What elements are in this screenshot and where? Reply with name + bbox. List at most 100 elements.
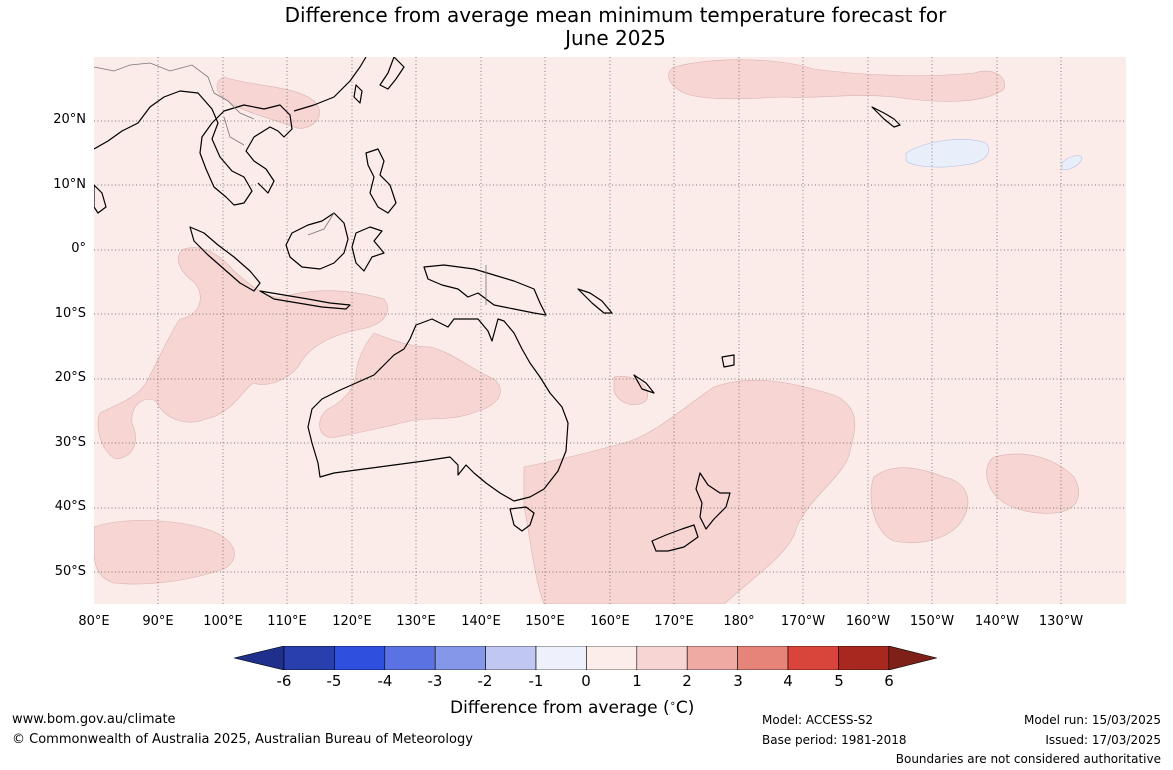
national-borders [94, 62, 487, 305]
footer-base-period: Base period: 1981-2018 [762, 733, 907, 747]
coastline-java [259, 290, 351, 310]
lon-tick-150e: 150°E [525, 614, 565, 629]
coastline-fiji-islands [721, 354, 735, 368]
colorbar-tick-minus4: -4 [377, 672, 393, 690]
lat-tick-30s: 30°S [54, 435, 86, 450]
anomaly-region-south-china-sea [216, 76, 320, 129]
map-title: Difference from average mean minimum tem… [0, 4, 1173, 50]
coastline-mainland-asia [94, 90, 293, 206]
colorbar-label-text: Difference from average ( [450, 698, 670, 718]
colorbar-tick-minus2: -2 [477, 672, 493, 690]
colorbar-cell [787, 646, 839, 670]
coastline-sri-lanka [94, 184, 107, 214]
coastline-sulawesi [351, 226, 385, 272]
map-title-line2: June 2025 [565, 26, 666, 50]
colorbar-tick-5: 5 [834, 672, 844, 690]
coastline-hawaii [871, 106, 901, 128]
colorbar-cells [234, 646, 937, 670]
lon-tick-110e: 110°E [267, 614, 307, 629]
colorbar-label: Difference from average (∘C) [450, 698, 695, 718]
coastline-australia [307, 318, 569, 502]
coastline-solomons [577, 288, 613, 314]
lon-tick-120e: 120°E [332, 614, 372, 629]
colorbar-tick-0: 0 [581, 672, 591, 690]
lon-tick-130e: 130°E [396, 614, 436, 629]
anomaly-region-tasman [523, 379, 856, 604]
lon-tick-140w: 140°W [974, 614, 1020, 629]
colorbar-cell [283, 646, 335, 670]
lon-tick-130w: 130°W [1038, 614, 1084, 629]
colorbar-extend-high [888, 646, 937, 670]
anomaly-below-0-regions [905, 139, 1083, 170]
lon-tick-170e: 170°E [654, 614, 694, 629]
footer-model-run: Model run: 15/03/2025 [1023, 713, 1161, 727]
footer-site: www.bom.gov.au/climate [12, 712, 176, 727]
lon-tick-160w: 160°W [845, 614, 891, 629]
colorbar-label-unit: C) [675, 698, 695, 718]
colorbar [234, 646, 937, 670]
anomaly-region-south-pacific-2 [986, 453, 1079, 514]
lat-tick-10n: 10°N [53, 177, 86, 192]
colorbar-cell [686, 646, 738, 670]
coastline-sumatra [189, 226, 261, 292]
lat-tick-50s: 50°S [54, 564, 86, 579]
graticule [94, 57, 1126, 604]
coastline-china-east [293, 57, 367, 112]
lon-tick-140e: 140°E [461, 614, 501, 629]
coastline-new-caledonia [633, 374, 655, 394]
footer-copyright: © Commonwealth of Australia 2025, Austra… [12, 732, 473, 747]
coastlines [94, 57, 901, 552]
lon-tick-80e: 80°E [78, 614, 110, 629]
colorbar-tick-2: 2 [682, 672, 692, 690]
lon-tick-170w: 170°W [780, 614, 826, 629]
lon-tick-180: 180° [723, 614, 755, 629]
anomaly-region-hawaii-cool [905, 139, 990, 168]
lon-tick-100e: 100°E [203, 614, 243, 629]
colorbar-cell [586, 646, 638, 670]
coastline-japan [379, 57, 405, 90]
coastline-philippines [365, 148, 397, 214]
anomaly-region-north-pacific [668, 59, 1005, 102]
lat-tick-20n: 20°N [53, 112, 86, 127]
lon-tick-160e: 160°E [590, 614, 630, 629]
colorbar-cell [384, 646, 436, 670]
anomaly-1-to-2-regions [94, 59, 1079, 604]
colorbar-cell [485, 646, 537, 670]
footer-issued: Issued: 17/03/2025 [1045, 733, 1161, 747]
lon-tick-150w: 150°W [909, 614, 955, 629]
colorbar-cell [737, 646, 789, 670]
lat-tick-10s: 10°S [54, 306, 86, 321]
colorbar-tick-minus3: -3 [427, 672, 443, 690]
footer-disclaimer: Boundaries are not considered authoritat… [895, 752, 1161, 766]
colorbar-cell [636, 646, 688, 670]
anomaly-region-south-indian [94, 520, 235, 585]
colorbar-cell [434, 646, 486, 670]
lat-tick-0: 0° [71, 241, 86, 256]
map-panel [94, 57, 1126, 604]
colorbar-tick-minus6: -6 [276, 672, 292, 690]
coastline-new-guinea [423, 264, 547, 316]
map-canvas [94, 57, 1126, 604]
coastline-borneo [285, 212, 349, 270]
colorbar-tick-3: 3 [733, 672, 743, 690]
coastline-taiwan [353, 84, 363, 104]
colorbar-tick-1: 1 [632, 672, 642, 690]
lon-tick-90e: 90°E [142, 614, 174, 629]
anomaly-region-east-cool [1061, 155, 1083, 170]
lat-tick-20s: 20°S [54, 370, 86, 385]
colorbar-extend-low [234, 646, 285, 670]
anomaly-region-western-australia [319, 332, 501, 438]
coastline-new-zealand-north [695, 472, 731, 530]
colorbar-cell [334, 646, 386, 670]
lat-tick-40s: 40°S [54, 499, 86, 514]
coastline-new-zealand-south [651, 524, 699, 552]
coastline-tasmania [509, 506, 535, 532]
anomaly-region-south-pacific-1 [870, 467, 969, 544]
colorbar-cell [838, 646, 890, 670]
colorbar-tick-minus1: -1 [528, 672, 544, 690]
colorbar-tick-6: 6 [884, 672, 894, 690]
colorbar-tick-4: 4 [783, 672, 793, 690]
colorbar-cell [535, 646, 587, 670]
footer-model: Model: ACCESS-S2 [762, 713, 874, 727]
map-title-line1: Difference from average mean minimum tem… [284, 3, 947, 27]
